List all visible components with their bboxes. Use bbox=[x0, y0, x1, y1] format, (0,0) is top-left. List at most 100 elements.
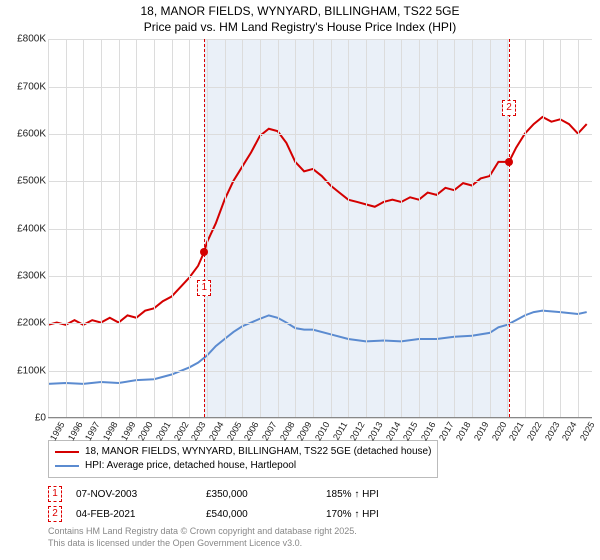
y-tick-label: £600K bbox=[17, 128, 46, 139]
marker-box: 1 bbox=[197, 280, 211, 296]
gridline-vertical bbox=[189, 39, 190, 417]
x-tick-label: 2019 bbox=[472, 420, 491, 442]
y-tick-label: £200K bbox=[17, 318, 46, 329]
gridline-vertical bbox=[207, 39, 208, 417]
gridline-horizontal bbox=[48, 323, 592, 324]
chart-area: £0£100K£200K£300K£400K£500K£600K£700K£80… bbox=[8, 39, 592, 434]
x-tick-label: 2016 bbox=[419, 420, 438, 442]
x-tick-label: 2004 bbox=[207, 420, 226, 442]
gridline-vertical bbox=[313, 39, 314, 417]
series-price_paid bbox=[48, 117, 587, 325]
plot-region: 12 bbox=[48, 39, 592, 418]
chart-title: 18, MANOR FIELDS, WYNYARD, BILLINGHAM, T… bbox=[8, 4, 592, 35]
x-tick-label: 2018 bbox=[454, 420, 473, 442]
sale-marker-box: 2 bbox=[48, 506, 62, 522]
footer-line-1: Contains HM Land Registry data © Crown c… bbox=[48, 526, 592, 538]
sale-date: 07-NOV-2003 bbox=[76, 489, 206, 500]
x-tick-label: 2013 bbox=[366, 420, 385, 442]
x-tick-label: 2024 bbox=[560, 420, 579, 442]
gridline-vertical bbox=[419, 39, 420, 417]
gridline-vertical bbox=[48, 39, 49, 417]
x-tick-label: 1998 bbox=[101, 420, 120, 442]
sale-hpi: 185% ↑ HPI bbox=[326, 489, 446, 500]
x-tick-label: 2009 bbox=[295, 420, 314, 442]
gridline-vertical bbox=[278, 39, 279, 417]
gridline-vertical bbox=[490, 39, 491, 417]
gridline-vertical bbox=[472, 39, 473, 417]
y-tick-label: £100K bbox=[17, 365, 46, 376]
x-tick-label: 2006 bbox=[242, 420, 261, 442]
x-axis-labels: 1995199619971998199920002001200220032004… bbox=[48, 418, 592, 434]
gridline-vertical bbox=[366, 39, 367, 417]
gridline-vertical bbox=[83, 39, 84, 417]
legend-label: HPI: Average price, detached house, Hart… bbox=[85, 459, 296, 473]
title-line-1: 18, MANOR FIELDS, WYNYARD, BILLINGHAM, T… bbox=[8, 4, 592, 20]
x-tick-label: 2014 bbox=[384, 420, 403, 442]
x-tick-label: 2003 bbox=[189, 420, 208, 442]
gridline-horizontal bbox=[48, 181, 592, 182]
x-tick-label: 2001 bbox=[154, 420, 173, 442]
x-tick-label: 2017 bbox=[437, 420, 456, 442]
sale-price: £350,000 bbox=[206, 489, 326, 500]
x-tick-label: 2022 bbox=[525, 420, 544, 442]
gridline-vertical bbox=[331, 39, 332, 417]
gridline-vertical bbox=[225, 39, 226, 417]
x-tick-label: 2012 bbox=[348, 420, 367, 442]
x-tick-label: 2002 bbox=[172, 420, 191, 442]
x-tick-label: 2015 bbox=[401, 420, 420, 442]
marker-vline bbox=[204, 39, 205, 417]
attribution-footer: Contains HM Land Registry data © Crown c… bbox=[48, 526, 592, 549]
sale-date: 04-FEB-2021 bbox=[76, 509, 206, 520]
sale-annotations: 1 07-NOV-2003£350,000185% ↑ HPI 2 04-FEB-20… bbox=[48, 486, 592, 522]
legend-box: 18, MANOR FIELDS, WYNYARD, BILLINGHAM, T… bbox=[48, 440, 438, 478]
x-tick-label: 2020 bbox=[490, 420, 509, 442]
x-tick-label: 2000 bbox=[136, 420, 155, 442]
x-tick-label: 2025 bbox=[578, 420, 597, 442]
gridline-vertical bbox=[543, 39, 544, 417]
gridline-horizontal bbox=[48, 276, 592, 277]
x-tick-label: 1996 bbox=[66, 420, 85, 442]
gridline-vertical bbox=[101, 39, 102, 417]
gridline-vertical bbox=[119, 39, 120, 417]
gridline-vertical bbox=[384, 39, 385, 417]
title-line-2: Price paid vs. HM Land Registry's House … bbox=[8, 20, 592, 36]
legend-swatch bbox=[55, 451, 79, 453]
gridline-vertical bbox=[295, 39, 296, 417]
sale-row: 204-FEB-2021£540,000170% ↑ HPI bbox=[48, 506, 592, 522]
x-tick-label: 2007 bbox=[260, 420, 279, 442]
marker-vline bbox=[509, 39, 510, 417]
x-tick-label: 1999 bbox=[119, 420, 138, 442]
gridline-horizontal bbox=[48, 39, 592, 40]
x-tick-label: 2021 bbox=[507, 420, 526, 442]
gridline-vertical bbox=[437, 39, 438, 417]
x-tick-label: 2005 bbox=[225, 420, 244, 442]
legend-row: HPI: Average price, detached house, Hart… bbox=[55, 459, 431, 473]
gridline-vertical bbox=[401, 39, 402, 417]
y-tick-label: £700K bbox=[17, 81, 46, 92]
gridline-vertical bbox=[172, 39, 173, 417]
x-tick-label: 1995 bbox=[48, 420, 67, 442]
y-tick-label: £0 bbox=[35, 413, 46, 424]
footer-line-2: This data is licensed under the Open Gov… bbox=[48, 538, 592, 550]
gridline-vertical bbox=[260, 39, 261, 417]
y-tick-label: £500K bbox=[17, 176, 46, 187]
sale-price: £540,000 bbox=[206, 509, 326, 520]
gridline-vertical bbox=[154, 39, 155, 417]
sale-marker-box: 1 bbox=[48, 486, 62, 502]
x-tick-label: 2023 bbox=[543, 420, 562, 442]
y-tick-label: £800K bbox=[17, 34, 46, 45]
x-tick-label: 2010 bbox=[313, 420, 332, 442]
legend-label: 18, MANOR FIELDS, WYNYARD, BILLINGHAM, T… bbox=[85, 445, 431, 459]
x-tick-label: 2011 bbox=[331, 420, 349, 442]
gridline-vertical bbox=[136, 39, 137, 417]
x-tick-label: 1997 bbox=[83, 420, 102, 442]
gridline-vertical bbox=[348, 39, 349, 417]
y-tick-label: £300K bbox=[17, 271, 46, 282]
marker-box: 2 bbox=[502, 100, 516, 116]
chart-container: 18, MANOR FIELDS, WYNYARD, BILLINGHAM, T… bbox=[0, 0, 600, 560]
marker-dot bbox=[505, 158, 513, 166]
gridline-vertical bbox=[560, 39, 561, 417]
y-axis-labels: £0£100K£200K£300K£400K£500K£600K£700K£80… bbox=[8, 39, 48, 434]
gridline-vertical bbox=[525, 39, 526, 417]
gridline-horizontal bbox=[48, 87, 592, 88]
